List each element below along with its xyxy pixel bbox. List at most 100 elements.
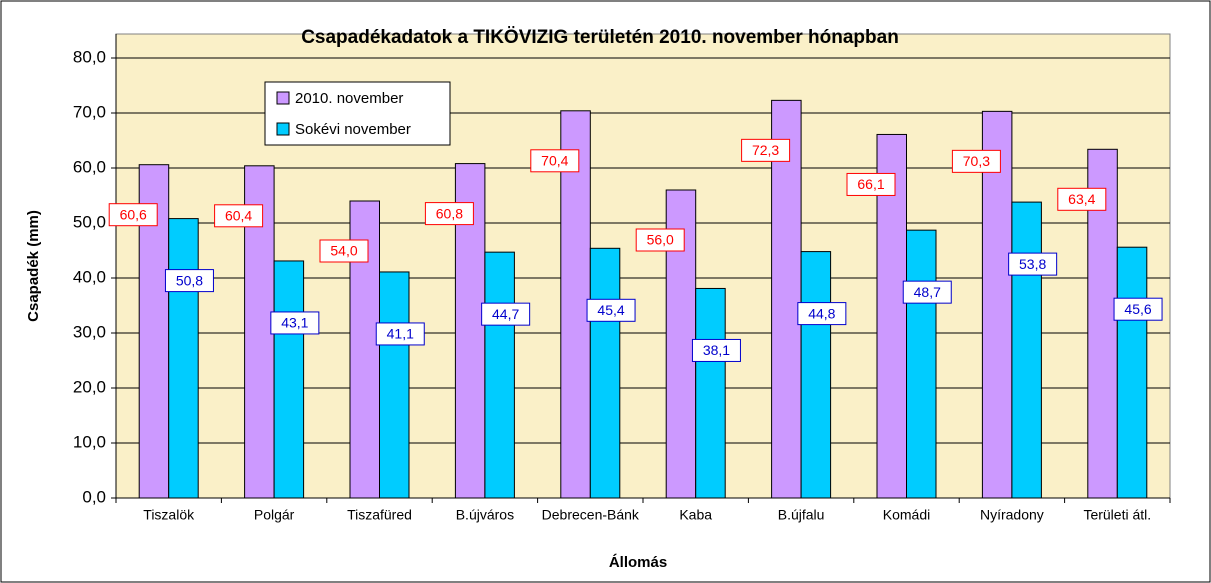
data-label-box — [270, 311, 320, 335]
data-label: 53,8 — [1008, 252, 1058, 276]
data-label: 48,7 — [902, 280, 952, 304]
x-tick-label: Polgár — [254, 507, 295, 523]
x-tick-label: Területi átl. — [1083, 507, 1151, 523]
data-label-box — [951, 149, 1001, 173]
data-label: 70,3 — [951, 149, 1001, 173]
data-label-box — [846, 172, 896, 196]
bar — [168, 218, 199, 499]
y-tick-label: 80,0 — [73, 47, 106, 66]
x-tick-label: Tiszafüred — [347, 507, 412, 523]
bar — [695, 287, 726, 499]
data-label-box — [1008, 252, 1058, 276]
data-label: 70,4 — [530, 149, 580, 173]
data-label-text: 44,8 — [808, 305, 835, 321]
x-tick-label: Nyíradony — [980, 507, 1044, 523]
bar — [771, 99, 802, 499]
y-tick-label: 20,0 — [73, 377, 106, 396]
data-label: 54,0 — [319, 239, 369, 263]
bar — [484, 251, 515, 499]
legend-label: 2010. november — [295, 90, 403, 107]
data-label-box — [375, 322, 425, 346]
data-label: 72,3 — [741, 138, 791, 162]
y-tick-label: 10,0 — [73, 432, 106, 451]
data-label: 66,1 — [846, 172, 896, 196]
y-tick-label: 0,0 — [82, 487, 106, 506]
bar — [589, 247, 621, 499]
chart-title: Csapadékadatok a TIKÖVIZIG területén 201… — [301, 27, 899, 48]
data-label-text: 41,1 — [387, 326, 414, 342]
y-axis-title: Csapadék (mm) — [25, 210, 42, 322]
x-tick-label: Kaba — [679, 507, 712, 523]
data-label-text: 38,1 — [703, 342, 730, 358]
x-axis-title: Állomás — [609, 554, 667, 571]
data-label: 41,1 — [375, 322, 425, 346]
legend: 2010. november Sokévi november — [264, 81, 451, 146]
data-label: 50,8 — [164, 269, 214, 293]
bar — [273, 260, 305, 499]
data-label: 60,8 — [424, 202, 474, 226]
data-label-box — [481, 302, 531, 326]
data-label: 60,6 — [108, 203, 158, 227]
data-label-text: 70,3 — [963, 153, 990, 169]
bar — [379, 271, 410, 499]
y-tick-label: 30,0 — [73, 322, 106, 341]
data-label-text: 70,4 — [541, 153, 568, 169]
data-label-box — [530, 149, 580, 173]
legend-label: Sokévi november — [295, 121, 411, 138]
data-label-box — [691, 338, 741, 362]
x-tick-label: Tiszalök — [143, 507, 195, 523]
x-tick-label: Debrecen-Bánk — [542, 507, 640, 523]
data-label-text: 44,7 — [492, 306, 519, 322]
data-label-text: 66,1 — [857, 176, 884, 192]
data-label: 45,4 — [586, 298, 636, 322]
data-label-box — [164, 269, 214, 293]
data-label-text: 48,7 — [914, 284, 941, 300]
data-label-text: 45,4 — [597, 302, 624, 318]
data-label-text: 53,8 — [1019, 256, 1046, 272]
bar — [981, 110, 1013, 499]
data-label: 44,7 — [481, 302, 531, 326]
y-tick-label: 60,0 — [73, 157, 106, 176]
data-label-text: 60,4 — [225, 208, 252, 224]
data-label-text: 43,1 — [281, 315, 308, 331]
data-label-box — [1057, 187, 1107, 211]
data-label: 45,6 — [1113, 297, 1163, 321]
bar — [800, 251, 832, 499]
data-label-box — [424, 202, 474, 226]
data-label-box — [797, 302, 847, 326]
data-label: 44,8 — [797, 302, 847, 326]
data-label-text: 60,8 — [436, 205, 463, 221]
data-label-box — [319, 239, 369, 263]
data-label-box — [108, 203, 158, 227]
data-label-box — [902, 280, 952, 304]
bar — [1116, 246, 1148, 499]
bar — [560, 110, 591, 499]
data-label-box — [586, 298, 636, 322]
data-label-box — [741, 138, 791, 162]
data-label-text: 45,6 — [1124, 301, 1151, 317]
legend-swatch — [276, 122, 290, 136]
data-label-text: 60,6 — [120, 206, 147, 222]
y-tick-label: 50,0 — [73, 212, 106, 231]
data-label-box — [214, 204, 264, 228]
data-label: 63,4 — [1057, 187, 1107, 211]
data-label-box — [1113, 297, 1163, 321]
legend-swatch — [276, 91, 290, 105]
data-label-box — [635, 228, 685, 252]
y-tick-label: 40,0 — [73, 267, 106, 286]
data-label-text: 50,8 — [176, 272, 203, 288]
bar — [1011, 201, 1042, 499]
x-tick-label: Komádi — [883, 507, 930, 523]
y-tick-label: 70,0 — [73, 102, 106, 121]
data-label: 60,4 — [214, 204, 264, 228]
data-label-text: 54,0 — [330, 243, 357, 259]
bar — [906, 229, 937, 499]
legend-box — [264, 81, 451, 146]
x-tick-label: B.újfalu — [778, 507, 825, 523]
data-label: 43,1 — [270, 311, 320, 335]
data-label-text: 56,0 — [647, 232, 674, 248]
data-label-text: 63,4 — [1068, 191, 1095, 207]
data-label-text: 72,3 — [752, 142, 779, 158]
data-label: 38,1 — [691, 338, 741, 362]
